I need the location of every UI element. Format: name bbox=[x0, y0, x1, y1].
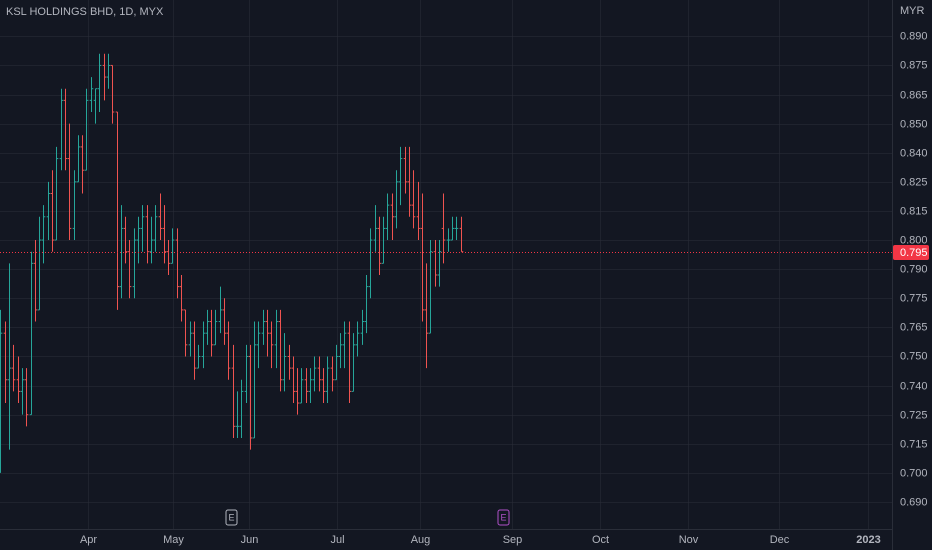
event-marker bbox=[225, 509, 238, 526]
last-price-box bbox=[893, 245, 929, 260]
y-tick-label: 0.875 bbox=[900, 59, 928, 71]
x-tick-label: May bbox=[163, 534, 184, 546]
y-tick-label: 0.815 bbox=[900, 205, 928, 217]
x-tick-label: Jun bbox=[241, 534, 259, 546]
event-label: E bbox=[500, 512, 506, 522]
y-tick-label: 0.750 bbox=[900, 350, 928, 362]
x-tick-label: Oct bbox=[592, 534, 609, 546]
y-tick-label: 0.790 bbox=[900, 263, 928, 275]
unit-label: MYR bbox=[900, 5, 925, 17]
event-label: E bbox=[228, 512, 234, 522]
y-tick-label: 0.690 bbox=[900, 496, 928, 508]
x-tick-label: Apr bbox=[80, 534, 97, 546]
bars bbox=[0, 53, 464, 473]
last-price-label: 0.795 bbox=[900, 247, 928, 259]
y-tick-label: 0.740 bbox=[900, 380, 928, 392]
y-tick-label: 0.825 bbox=[900, 176, 928, 188]
y-tick-label: 0.765 bbox=[900, 321, 928, 333]
x-tick-label: Dec bbox=[770, 534, 790, 546]
y-tick-label: 0.890 bbox=[900, 30, 928, 42]
chart-title: KSL HOLDINGS BHD, 1D, MYX bbox=[6, 6, 164, 18]
y-tick-label: 0.775 bbox=[900, 292, 928, 304]
x-tick-label: Aug bbox=[411, 534, 431, 546]
x-tick-label: Nov bbox=[679, 534, 699, 546]
x-tick-label: 2023 bbox=[856, 534, 880, 546]
event-marker bbox=[497, 509, 510, 526]
y-tick-label: 0.715 bbox=[900, 438, 928, 450]
grid bbox=[0, 0, 892, 529]
x-tick-label: Jul bbox=[330, 534, 344, 546]
y-tick-label: 0.700 bbox=[900, 467, 928, 479]
y-tick-label: 0.840 bbox=[900, 147, 928, 159]
y-tick-label: 0.850 bbox=[900, 118, 928, 130]
y-tick-label: 0.725 bbox=[900, 409, 928, 421]
y-tick-label: 0.800 bbox=[900, 234, 928, 246]
y-tick-label: 0.865 bbox=[900, 89, 928, 101]
x-tick-label: Sep bbox=[503, 534, 523, 546]
